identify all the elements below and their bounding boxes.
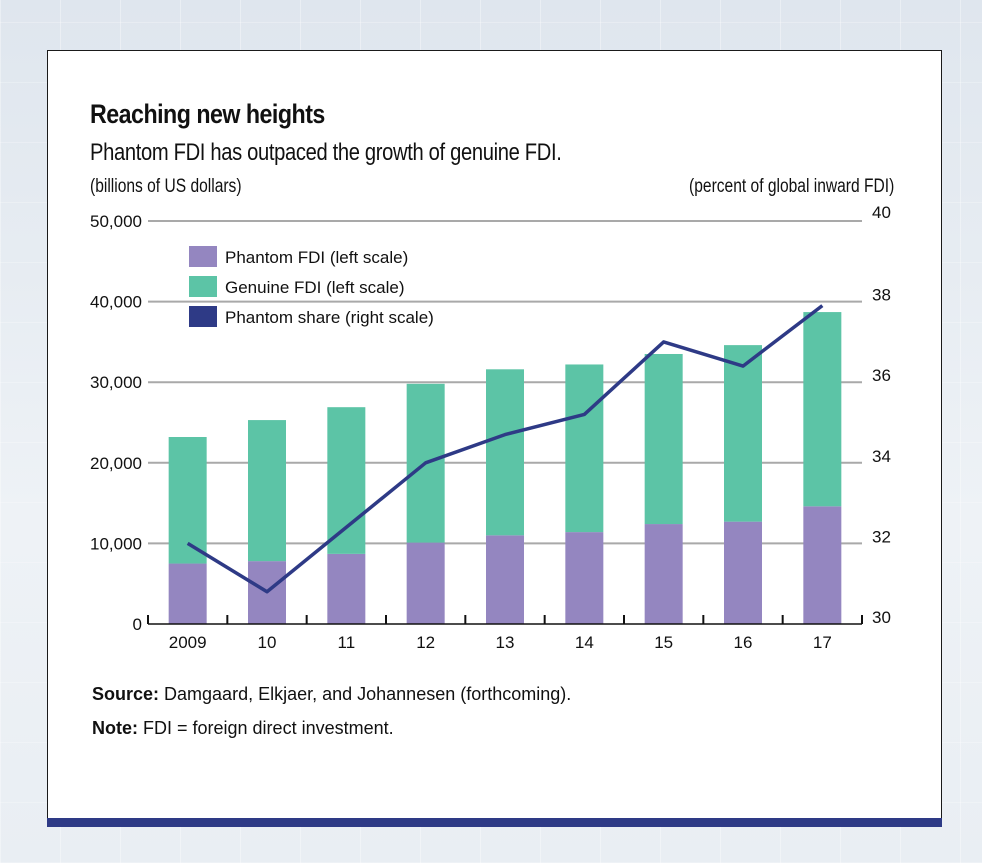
x-tick-label: 17	[813, 633, 832, 652]
bottom-accent-bar	[47, 818, 942, 827]
bar-phantom-fdi	[406, 542, 445, 624]
x-tick-label: 16	[734, 633, 753, 652]
bar-genuine-fdi	[644, 353, 683, 525]
bar-genuine-fdi	[248, 420, 286, 562]
legend-swatch	[189, 306, 217, 327]
right-tick-label: 40	[872, 203, 891, 222]
bar-genuine-fdi	[565, 364, 604, 533]
legend-swatch	[189, 276, 217, 297]
legend-label: Phantom FDI (left scale)	[225, 248, 408, 267]
left-tick-label: 50,000	[90, 212, 142, 231]
right-axis-unit-label: (percent of global inward FDI)	[688, 176, 894, 197]
source-label: Source:	[92, 684, 160, 704]
left-tick-label: 30,000	[90, 373, 142, 392]
bar-genuine-fdi	[327, 407, 366, 554]
definition-note: Note: FDI = foreign direct investment.	[92, 718, 394, 739]
x-tick-label: 11	[338, 633, 356, 652]
legend-label: Phantom share (right scale)	[225, 308, 434, 327]
source-text: Damgaard, Elkjaer, and Johannesen (forth…	[159, 684, 572, 704]
source-note: Source: Damgaard, Elkjaer, and Johannese…	[92, 684, 571, 705]
bar-genuine-fdi	[724, 345, 762, 522]
left-axis-unit-label: (billions of US dollars)	[90, 176, 242, 197]
right-tick-label: 38	[872, 286, 891, 305]
bar-genuine-fdi	[803, 312, 842, 507]
note-text: FDI = foreign direct investment.	[138, 718, 394, 738]
legend-label: Genuine FDI (left scale)	[225, 278, 405, 297]
chart-title: Reaching new heights	[90, 99, 325, 129]
bar-phantom-fdi	[724, 521, 762, 624]
left-tick-label: 0	[133, 615, 142, 634]
note-label: Note:	[92, 718, 138, 738]
x-tick-label: 10	[258, 633, 277, 652]
x-tick-label: 15	[654, 633, 673, 652]
chart-subtitle: Phantom FDI has outpaced the growth of g…	[90, 139, 562, 166]
right-tick-label: 34	[872, 447, 891, 466]
bar-genuine-fdi	[486, 369, 524, 536]
right-tick-label: 30	[872, 608, 891, 627]
left-tick-label: 10,000	[90, 534, 142, 553]
x-tick-label: 13	[496, 633, 515, 652]
x-tick-label: 2009	[169, 633, 207, 652]
bar-phantom-fdi	[168, 563, 207, 624]
bar-phantom-fdi	[565, 532, 604, 624]
bar-phantom-fdi	[644, 524, 683, 624]
x-tick-label: 12	[416, 633, 435, 652]
left-tick-label: 40,000	[90, 293, 142, 312]
bar-phantom-fdi	[327, 553, 366, 624]
left-tick-label: 20,000	[90, 454, 142, 473]
legend-swatch	[189, 246, 217, 267]
right-tick-label: 36	[872, 366, 891, 385]
bar-genuine-fdi	[168, 437, 207, 564]
bar-phantom-fdi	[803, 506, 842, 624]
bar-phantom-fdi	[486, 535, 524, 624]
right-tick-label: 32	[872, 527, 891, 546]
x-tick-label: 14	[575, 633, 594, 652]
